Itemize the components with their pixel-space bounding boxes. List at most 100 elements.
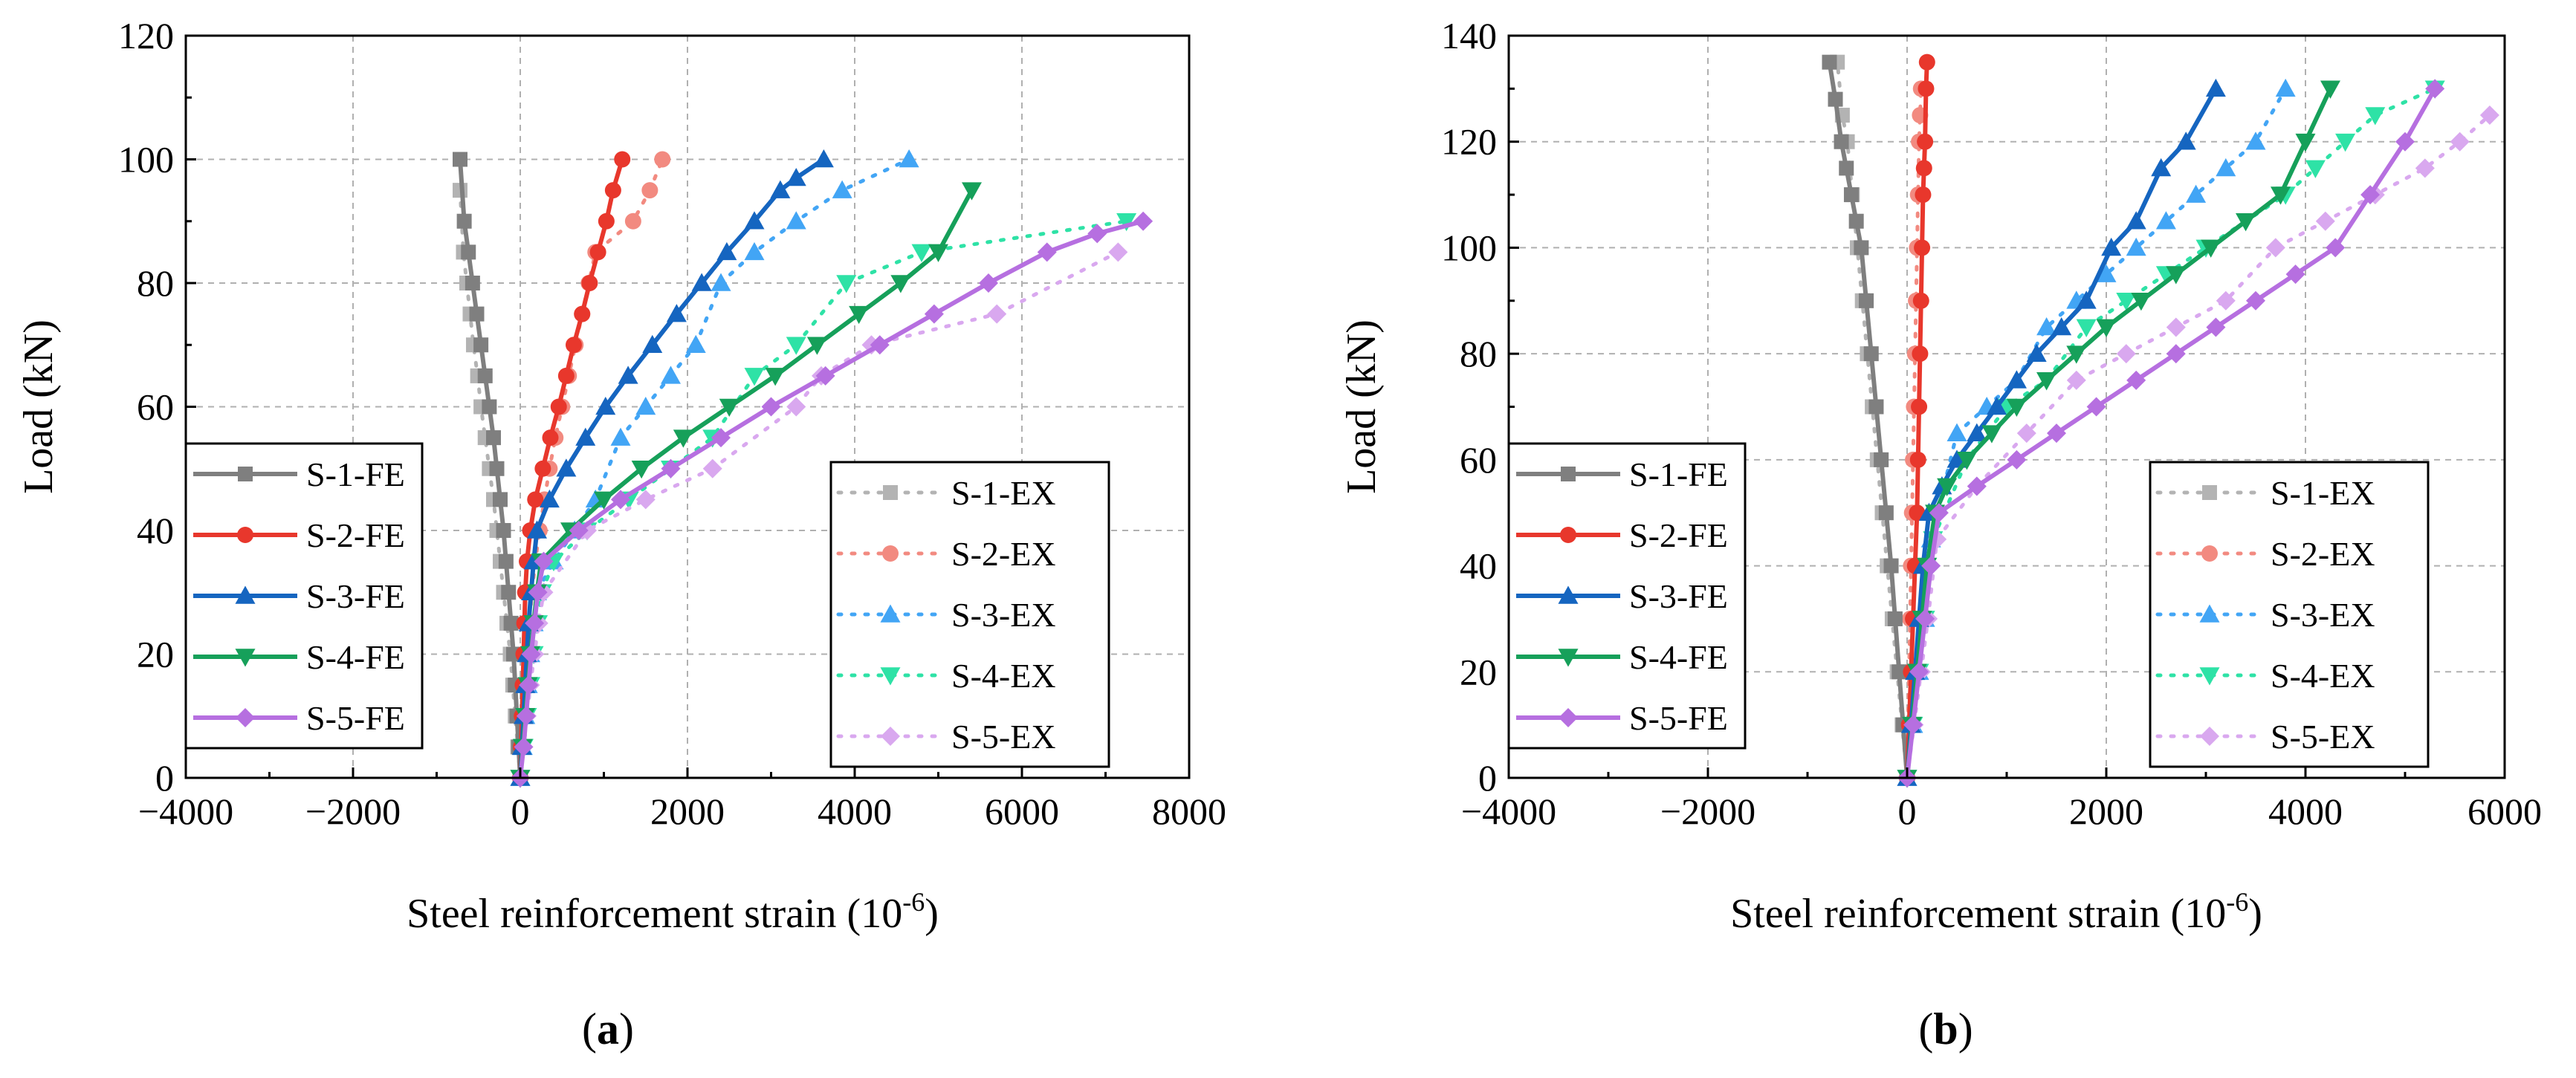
x-tick-label: 2000 bbox=[2069, 790, 2143, 832]
data-point-S-5-FE bbox=[2007, 449, 2027, 470]
data-point-S-1-FE bbox=[482, 399, 497, 415]
legend-label: S-3-EX bbox=[951, 596, 1056, 634]
y-tick-label: 100 bbox=[1441, 227, 1497, 268]
data-point-S-3-EX bbox=[711, 273, 731, 291]
data-point-S-5-FE bbox=[711, 428, 731, 448]
data-point-S-3-FE bbox=[666, 304, 687, 322]
legend-item-S-4-EX: S-4-EX bbox=[2155, 657, 2375, 695]
y-tick-label: 100 bbox=[118, 139, 174, 181]
data-point-S-1-FE bbox=[453, 152, 467, 167]
data-point-S-3-FE bbox=[642, 334, 663, 354]
data-point-S-1-FE bbox=[1834, 134, 1849, 149]
data-point-S-4-FE bbox=[928, 244, 948, 262]
data-point-S-2-FE bbox=[527, 491, 544, 508]
data-point-S-5-FE bbox=[2166, 344, 2186, 364]
series-S-1-FE bbox=[1822, 54, 1915, 785]
data-point-S-2-FE bbox=[534, 460, 551, 477]
data-point-S-1-FE bbox=[501, 585, 517, 600]
data-point-S-4-FE bbox=[2131, 292, 2152, 311]
data-point-S-3-EX bbox=[1946, 423, 1967, 441]
data-point-S-2-FE bbox=[1915, 160, 1932, 177]
legend-swatch-marker bbox=[880, 604, 901, 623]
data-point-S-5-FE bbox=[1929, 503, 1949, 523]
data-point-S-1-FE bbox=[498, 553, 514, 569]
x-tick-label: −2000 bbox=[305, 790, 401, 832]
data-point-S-5-FE bbox=[661, 458, 681, 478]
data-point-S-3-FE bbox=[527, 520, 547, 539]
data-point-S-3-FE bbox=[2151, 158, 2172, 177]
y-tick-label: 60 bbox=[1460, 439, 1497, 481]
data-point-S-5-FE bbox=[761, 397, 781, 417]
data-point-S-5-FE bbox=[611, 490, 630, 510]
legend-item-S-3-EX: S-3-EX bbox=[836, 596, 1056, 634]
x-tick-label: −2000 bbox=[1660, 790, 1755, 832]
data-point-S-3-FE bbox=[813, 149, 834, 168]
data-point-S-4-EX bbox=[911, 244, 932, 262]
data-point-S-5-FE bbox=[1967, 476, 1987, 496]
y-tick-label: 20 bbox=[137, 634, 174, 675]
data-point-S-3-FE bbox=[556, 458, 577, 477]
legend-swatch-marker bbox=[1558, 585, 1579, 604]
data-point-S-5-FE bbox=[516, 706, 536, 726]
data-point-S-4-FE bbox=[806, 337, 827, 355]
data-point-S-5-EX bbox=[2066, 370, 2086, 390]
legend-swatch-marker bbox=[880, 667, 901, 686]
data-point-S-5-FE bbox=[2285, 264, 2305, 285]
data-point-S-5-FE bbox=[528, 582, 548, 603]
data-point-S-2-FE bbox=[550, 398, 567, 415]
x-axis-title: Steel reinforcement strain (10-6) bbox=[1730, 887, 2262, 937]
data-point-S-4-FE bbox=[673, 429, 693, 448]
x-tick-label: 0 bbox=[1898, 790, 1917, 832]
data-point-S-2-FE bbox=[574, 305, 591, 322]
data-point-S-4-FE bbox=[2166, 266, 2187, 285]
data-point-S-4-FE bbox=[2320, 80, 2340, 99]
y-tick-label: 80 bbox=[1460, 333, 1497, 374]
data-point-S-5-FE bbox=[525, 613, 545, 633]
data-point-S-5-FE bbox=[1133, 211, 1153, 231]
legend-swatch-marker bbox=[1559, 708, 1578, 727]
legend-label: S-1-EX bbox=[951, 474, 1056, 512]
legend-swatch-marker bbox=[236, 708, 255, 727]
data-point-S-3-FE bbox=[716, 241, 737, 261]
panel-label: (b) bbox=[1918, 1004, 1973, 1053]
x-tick-label: 0 bbox=[511, 790, 530, 832]
data-point-S-5-FE bbox=[1087, 224, 1107, 244]
data-point-S-2-EX bbox=[654, 151, 671, 168]
legend-item-S-5-EX: S-5-EX bbox=[836, 718, 1056, 756]
data-point-S-5-EX bbox=[702, 458, 722, 478]
data-point-S-1-FE bbox=[1848, 213, 1864, 229]
data-point-S-5-EX bbox=[2166, 317, 2186, 337]
data-point-S-4-FE bbox=[1981, 425, 2002, 444]
data-point-S-3-EX bbox=[2186, 184, 2207, 203]
legend-swatch-marker bbox=[2199, 604, 2220, 623]
data-point-S-5-FE bbox=[521, 644, 541, 664]
data-point-S-5-EX bbox=[2016, 423, 2036, 444]
legend-label: S-4-EX bbox=[951, 657, 1056, 695]
data-point-S-1-FE bbox=[493, 492, 508, 507]
data-point-S-2-FE bbox=[604, 182, 621, 199]
data-point-S-2-FE bbox=[1915, 186, 1932, 204]
data-point-S-5-FE bbox=[1903, 715, 1923, 735]
data-point-S-5-EX bbox=[987, 304, 1007, 324]
data-point-S-4-FE bbox=[631, 460, 652, 479]
data-point-S-3-EX bbox=[2155, 211, 2176, 230]
legend-label: S-2-FE bbox=[306, 516, 405, 554]
y-tick-label: 40 bbox=[137, 510, 174, 551]
data-point-S-5-EX bbox=[2315, 211, 2335, 231]
data-point-S-2-EX bbox=[624, 212, 641, 230]
data-point-S-1-FE bbox=[1839, 160, 1854, 176]
data-point-S-5-FE bbox=[2395, 131, 2415, 152]
data-point-S-5-FE bbox=[1921, 556, 1941, 576]
series-S-1-FE bbox=[453, 152, 528, 785]
data-point-S-5-EX bbox=[2415, 158, 2435, 178]
legend-label: S-2-FE bbox=[1629, 516, 1728, 554]
legend-label: S-3-EX bbox=[2271, 596, 2375, 634]
data-point-S-5-EX bbox=[635, 490, 656, 510]
legend-ex: S-1-EX S-2-EX S-3-EX S-4-EX S-5-EX bbox=[2149, 461, 2430, 768]
y-tick-label: 20 bbox=[1460, 651, 1497, 692]
data-point-S-1-FE bbox=[465, 276, 480, 290]
series-line-S-2-EX bbox=[1905, 86, 1923, 780]
data-point-S-1-FE bbox=[469, 306, 485, 322]
chart-panel-a: −4000 −2000 0 2000 4000 6000 8000 0 20 40 60 80 100 1… bbox=[16, 15, 1226, 1053]
legend-label: S-1-EX bbox=[2271, 474, 2375, 512]
